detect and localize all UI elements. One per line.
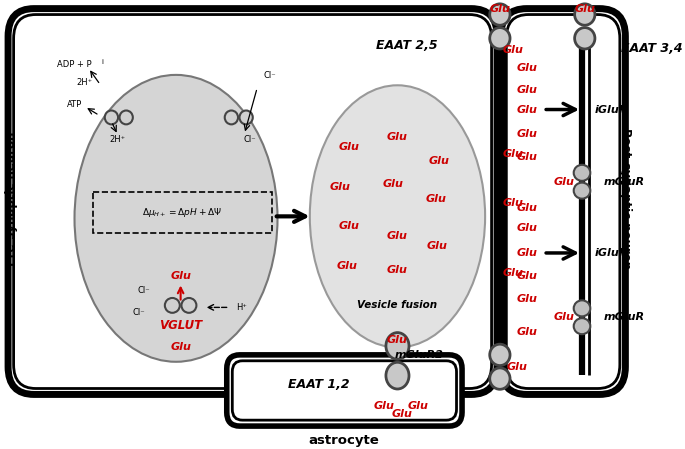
Text: Glu: Glu xyxy=(516,223,537,233)
Text: EAAT 3,4: EAAT 3,4 xyxy=(621,42,682,55)
Text: Glu: Glu xyxy=(170,342,191,352)
Text: Glu: Glu xyxy=(392,409,412,419)
Text: astrocyte: astrocyte xyxy=(308,435,379,447)
Ellipse shape xyxy=(75,75,277,362)
Text: Vesicle fusion: Vesicle fusion xyxy=(358,300,438,310)
Text: H⁺: H⁺ xyxy=(236,303,247,312)
Text: Glu: Glu xyxy=(553,312,574,322)
Text: VGLUT: VGLUT xyxy=(159,319,202,332)
Text: Glu: Glu xyxy=(329,182,351,192)
Text: Post-synaptic neuron: Post-synaptic neuron xyxy=(619,128,632,269)
Text: i: i xyxy=(101,59,103,65)
Text: mGluR: mGluR xyxy=(604,312,645,322)
Text: Glu: Glu xyxy=(387,265,408,275)
Ellipse shape xyxy=(165,298,179,313)
Ellipse shape xyxy=(182,298,197,313)
Text: iGluR: iGluR xyxy=(595,248,628,258)
Ellipse shape xyxy=(574,183,590,198)
Text: Glu: Glu xyxy=(516,63,537,73)
Text: Glu: Glu xyxy=(516,295,537,304)
Text: EAAT 1,2: EAAT 1,2 xyxy=(288,378,350,391)
Text: Glu: Glu xyxy=(516,85,537,95)
Text: Glu: Glu xyxy=(339,221,360,231)
Text: Glu: Glu xyxy=(516,248,537,258)
FancyBboxPatch shape xyxy=(227,355,462,426)
Text: 2H⁺: 2H⁺ xyxy=(110,135,126,144)
Text: Glu: Glu xyxy=(490,4,510,13)
Text: Glu: Glu xyxy=(373,401,394,411)
Text: mGluR: mGluR xyxy=(604,177,645,187)
Text: Cl⁻: Cl⁻ xyxy=(243,135,256,144)
Text: Glu: Glu xyxy=(516,152,537,162)
Ellipse shape xyxy=(386,333,409,359)
FancyBboxPatch shape xyxy=(501,9,625,394)
Text: Glu: Glu xyxy=(502,268,523,278)
Text: Glu: Glu xyxy=(408,401,428,411)
Text: Glu: Glu xyxy=(382,179,403,189)
FancyBboxPatch shape xyxy=(506,14,620,388)
Text: Glu: Glu xyxy=(502,149,523,159)
FancyBboxPatch shape xyxy=(14,14,492,388)
Text: Glu: Glu xyxy=(516,105,537,114)
Text: Glu: Glu xyxy=(516,129,537,139)
Text: Glu: Glu xyxy=(574,4,595,13)
Text: Cl⁻: Cl⁻ xyxy=(264,71,277,80)
Text: Glu: Glu xyxy=(502,45,523,55)
Ellipse shape xyxy=(574,318,590,334)
Ellipse shape xyxy=(490,27,510,49)
Ellipse shape xyxy=(225,110,238,124)
Text: Glu: Glu xyxy=(516,327,537,337)
Ellipse shape xyxy=(120,110,133,124)
Text: Glu: Glu xyxy=(516,271,537,281)
Ellipse shape xyxy=(575,4,595,25)
Ellipse shape xyxy=(574,300,590,317)
Ellipse shape xyxy=(490,368,510,389)
Text: mGluR2: mGluR2 xyxy=(395,350,444,360)
Ellipse shape xyxy=(240,110,253,124)
Ellipse shape xyxy=(490,4,510,25)
Text: Glu: Glu xyxy=(170,271,191,281)
Text: 2H⁺: 2H⁺ xyxy=(77,78,92,87)
Text: ADP + P: ADP + P xyxy=(58,61,92,70)
FancyBboxPatch shape xyxy=(8,9,497,394)
Text: Glu: Glu xyxy=(339,142,360,152)
Text: Glu: Glu xyxy=(429,156,449,166)
Text: Glu: Glu xyxy=(387,231,408,241)
Ellipse shape xyxy=(386,362,409,389)
Text: Glu: Glu xyxy=(553,177,574,187)
Text: Glu: Glu xyxy=(427,241,447,251)
Text: Pre-synaptic neuron: Pre-synaptic neuron xyxy=(5,132,18,266)
Ellipse shape xyxy=(105,110,118,124)
Ellipse shape xyxy=(310,85,485,348)
Text: Cl⁻: Cl⁻ xyxy=(138,286,150,295)
Text: Glu: Glu xyxy=(387,335,408,345)
Text: ATP: ATP xyxy=(67,100,82,109)
Ellipse shape xyxy=(575,27,595,49)
Text: iGluR: iGluR xyxy=(595,105,628,114)
Text: Glu: Glu xyxy=(502,198,523,208)
Text: Glu: Glu xyxy=(507,362,528,372)
Text: EAAT 2,5: EAAT 2,5 xyxy=(376,39,438,52)
Text: $\Delta\mu_{H+}=\Delta pH + \Delta\Psi$: $\Delta\mu_{H+}=\Delta pH + \Delta\Psi$ xyxy=(142,206,223,219)
Ellipse shape xyxy=(490,344,510,365)
Text: Glu: Glu xyxy=(426,194,447,203)
Text: Glu: Glu xyxy=(336,261,357,271)
Text: Glu: Glu xyxy=(387,132,408,142)
Text: Cl⁻: Cl⁻ xyxy=(133,308,145,317)
FancyBboxPatch shape xyxy=(232,361,456,420)
Ellipse shape xyxy=(574,165,590,181)
Text: Glu: Glu xyxy=(516,203,537,213)
